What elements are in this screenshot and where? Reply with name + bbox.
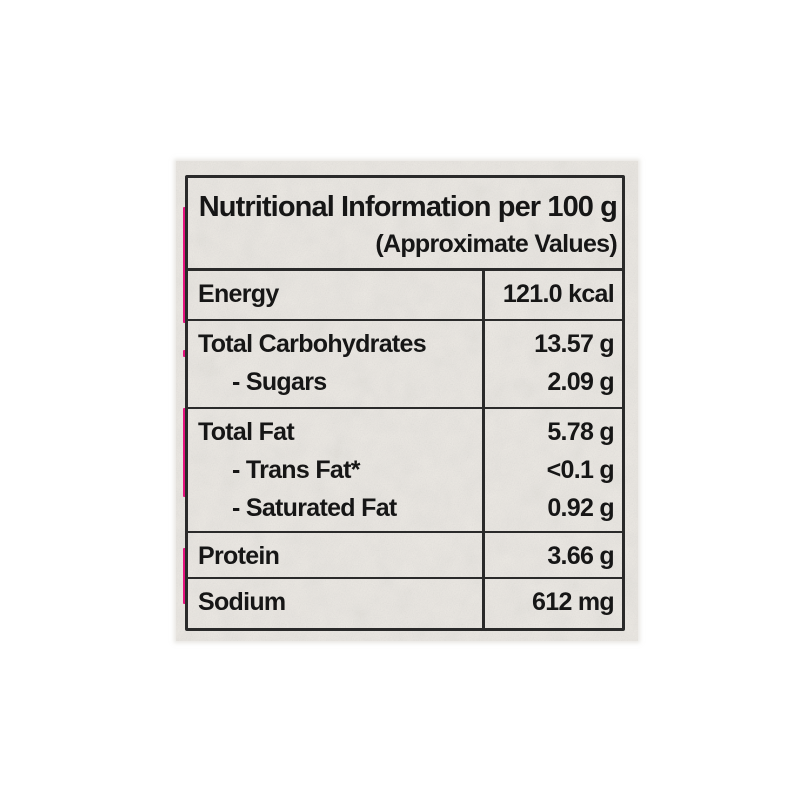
nutrient-value: 612 mg [532, 588, 615, 616]
nutrition-row: Sodium 612 mg [188, 577, 622, 628]
magenta-registration-stripe [183, 207, 186, 323]
nutrition-row: Protein 3.66 g [188, 531, 622, 577]
nutrient-value: <0.1 g [546, 456, 615, 484]
row-label-column: Total Carbohydrates - Sugars [188, 321, 485, 407]
row-label-column: Energy [188, 271, 485, 319]
table-subtitle: (Approximate Values) [375, 230, 617, 258]
nutrition-table: Nutritional Information per 100 g (Appro… [185, 175, 625, 631]
nutrient-value: 121.0 kcal [502, 280, 615, 308]
row-value-column: 5.78 g <0.1 g 0.92 g [485, 409, 622, 531]
row-value-column: 612 mg [485, 579, 622, 628]
nutrition-rows: Energy 121.0 kcal Total Carbohydrates - Sug… [188, 271, 622, 628]
row-value-column: 13.57 g 2.09 g [485, 321, 622, 407]
nutrition-row: Total Fat - Trans Fat* - Saturated Fat 5.78… [188, 407, 622, 531]
nutrient-name: Protein [198, 542, 280, 570]
nutrient-name: Energy [198, 280, 279, 308]
nutrient-name: Sodium [198, 588, 286, 616]
nutrient-value: 0.92 g [547, 494, 614, 522]
nutrient-name: Total Carbohydrates [198, 330, 427, 358]
nutrient-name: - Saturated Fat [232, 494, 397, 522]
magenta-registration-stripe [183, 350, 186, 357]
nutrient-name: - Trans Fat* [232, 456, 360, 484]
nutrient-value: 3.66 g [547, 542, 614, 570]
table-title: Nutritional Information per 100 g [198, 191, 618, 223]
row-value-column: 3.66 g [485, 533, 622, 577]
nutrition-label: Nutritional Information per 100 g (Appro… [176, 161, 638, 641]
magenta-registration-stripe [183, 408, 186, 497]
nutrition-row: Total Carbohydrates - Sugars 13.57 g 2.09 g [188, 319, 622, 407]
nutrient-name: - Sugars [232, 368, 327, 396]
row-label-column: Protein [188, 533, 485, 577]
magenta-registration-stripe [183, 548, 186, 604]
nutrient-value: 2.09 g [547, 368, 614, 396]
nutrition-row: Energy 121.0 kcal [188, 271, 622, 319]
row-label-column: Total Fat - Trans Fat* - Saturated Fat [188, 409, 485, 531]
table-header: Nutritional Information per 100 g (Appro… [188, 178, 622, 271]
nutrient-value: 13.57 g [534, 330, 615, 358]
nutrient-name: Total Fat [198, 418, 295, 446]
nutrient-value: 5.78 g [547, 418, 614, 446]
row-label-column: Sodium [188, 579, 485, 628]
row-value-column: 121.0 kcal [485, 271, 622, 319]
